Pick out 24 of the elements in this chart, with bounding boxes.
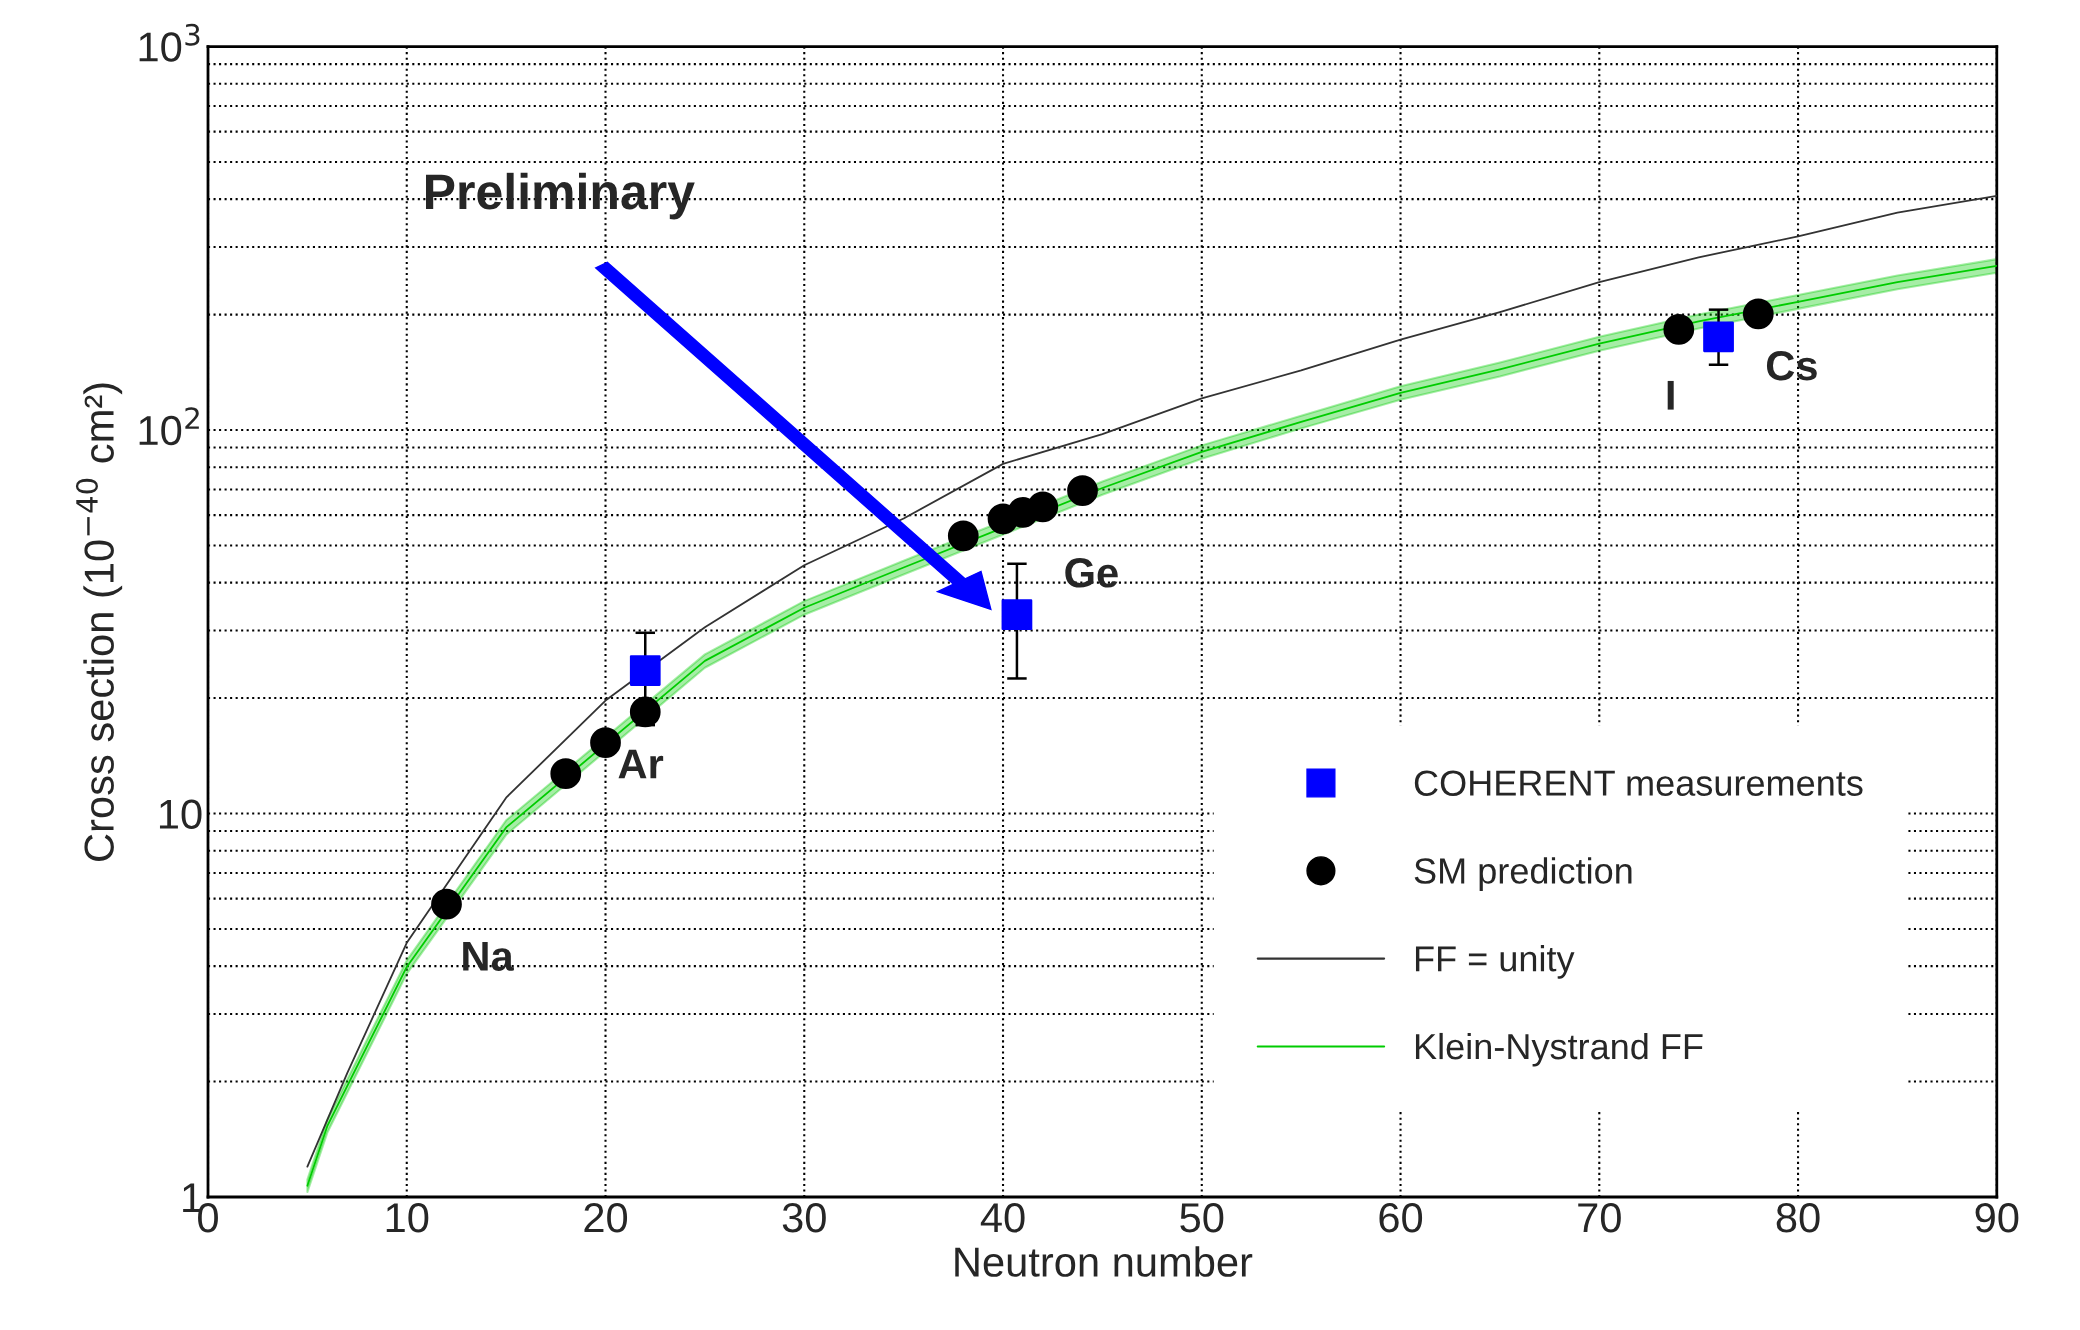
legend-label: COHERENT measurements <box>1414 770 1863 796</box>
annotation: Ge <box>1065 558 1118 588</box>
y-axis-title: Cross section (10$^{−40}$ cm²) <box>75 383 123 861</box>
annotation: Na <box>463 941 514 971</box>
x-tick-label: 50 <box>1180 1202 1224 1233</box>
legend-label: Klein-Nystrand FF <box>1415 1032 1703 1067</box>
legend-label: FF = unity <box>1415 945 1575 979</box>
y-tick-label: 10$^{3}$ <box>139 23 200 62</box>
x-tick-label: 30 <box>782 1202 826 1233</box>
y-tick-label: 10$^{2}$ <box>139 407 199 446</box>
x-tick-label: 60 <box>1379 1202 1423 1233</box>
annotation: Preliminary <box>426 172 695 220</box>
x-tick-label: 70 <box>1578 1202 1621 1233</box>
x-tick-label: 90 <box>1975 1202 2019 1233</box>
x-axis-title: Neutron number <box>955 1246 1253 1277</box>
x-tick-label: 20 <box>584 1202 628 1233</box>
annotation: Cs <box>1766 351 1817 381</box>
annotation: I <box>1667 380 1674 410</box>
x-tick-label: 10 <box>386 1202 429 1233</box>
x-tick-label: 40 <box>980 1202 1025 1233</box>
annotation: Ar <box>618 749 664 779</box>
y-tick-label: 10 <box>159 799 202 830</box>
legend-label: SM prediction <box>1414 857 1632 891</box>
x-tick-label: 80 <box>1776 1202 1820 1233</box>
